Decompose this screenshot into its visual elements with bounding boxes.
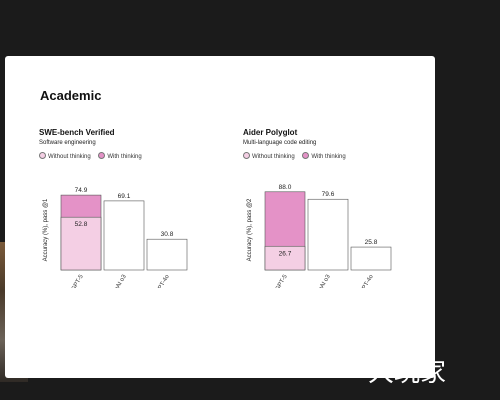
chart-subtitle: Software engineering [39, 140, 96, 146]
chart-legend: Without thinking With thinking [39, 152, 148, 160]
presentation-slide: Academic SWE-bench Verified Software eng… [5, 56, 435, 378]
bar-gpt-5-without-thinking [264, 245, 306, 271]
data-label-gpt-5-without-thinking: 26.7 [279, 250, 292, 257]
category-label-gpt-5: GPT-5 [71, 273, 85, 288]
category-label-gpt-5: GPT-5 [275, 273, 289, 288]
data-label-gpt-5: 88.0 [279, 184, 292, 191]
chart-panel-aider-polyglot: Aider Polyglot Multi-language code editi… [243, 128, 413, 338]
legend-swatch-with-thinking [98, 152, 106, 159]
chart-title: Aider Polyglot [243, 128, 298, 137]
y-axis-label: Accuracy (%), pass @1 [43, 198, 49, 261]
legend-item-without-thinking: Without thinking [243, 152, 296, 160]
bar-gpt-5-without-thinking [60, 216, 102, 271]
legend-label: With thinking [311, 154, 346, 160]
legend-label: Without thinking [48, 154, 91, 160]
bar-gpt-4o-with-thinking [146, 238, 188, 271]
bar-gpt-4o-with-thinking [350, 246, 392, 271]
chart-title: SWE-bench Verified [39, 128, 115, 137]
legend-item-with-thinking: With thinking [302, 152, 346, 160]
data-label-openai-o3: 69.1 [118, 193, 131, 200]
bar-chart-swe-bench: Accuracy (%), pass @1 52.8 74.9 GPT-5 69.1 Op… [43, 187, 188, 288]
legend-item-with-thinking: With thinking [98, 152, 142, 160]
legend-swatch-without-thinking [243, 152, 250, 159]
y-axis-label: Accuracy (%), pass @2 [247, 198, 253, 261]
legend-item-without-thinking: Without thinking [39, 152, 92, 160]
watermark-logo: 大玩家 [368, 358, 447, 388]
bar-openai-o3-with-thinking [103, 200, 145, 271]
category-label-gpt-4o: GPT-4o [155, 273, 171, 288]
data-label-gpt-5: 74.9 [75, 187, 88, 194]
bar-openai-o3-with-thinking [307, 198, 349, 271]
data-label-gpt-5-without-thinking: 52.8 [75, 221, 88, 228]
legend-swatch-with-thinking [302, 152, 310, 159]
category-label-gpt-4o: GPT-4o [359, 273, 375, 288]
category-label-openai-o3: OpenAI o3 [312, 273, 332, 288]
chart-panel-swe-bench: SWE-bench Verified Software engineering … [39, 128, 209, 338]
bar-chart-aider-polyglot: Accuracy (%), pass @2 26.7 88.0 GPT-5 79.6 Op… [247, 184, 392, 288]
data-label-openai-o3: 79.6 [322, 191, 335, 198]
category-label-openai-o3: OpenAI o3 [108, 273, 128, 288]
data-label-gpt-4o: 30.8 [161, 231, 174, 238]
chart-legend: Without thinking With thinking [243, 152, 352, 160]
legend-label: Without thinking [252, 154, 295, 160]
data-label-gpt-4o: 25.8 [365, 239, 378, 246]
chart-subtitle: Multi-language code editing [243, 140, 317, 146]
legend-label: With thinking [107, 154, 142, 160]
legend-swatch-without-thinking [39, 152, 46, 159]
slide-title: Academic [40, 88, 102, 103]
